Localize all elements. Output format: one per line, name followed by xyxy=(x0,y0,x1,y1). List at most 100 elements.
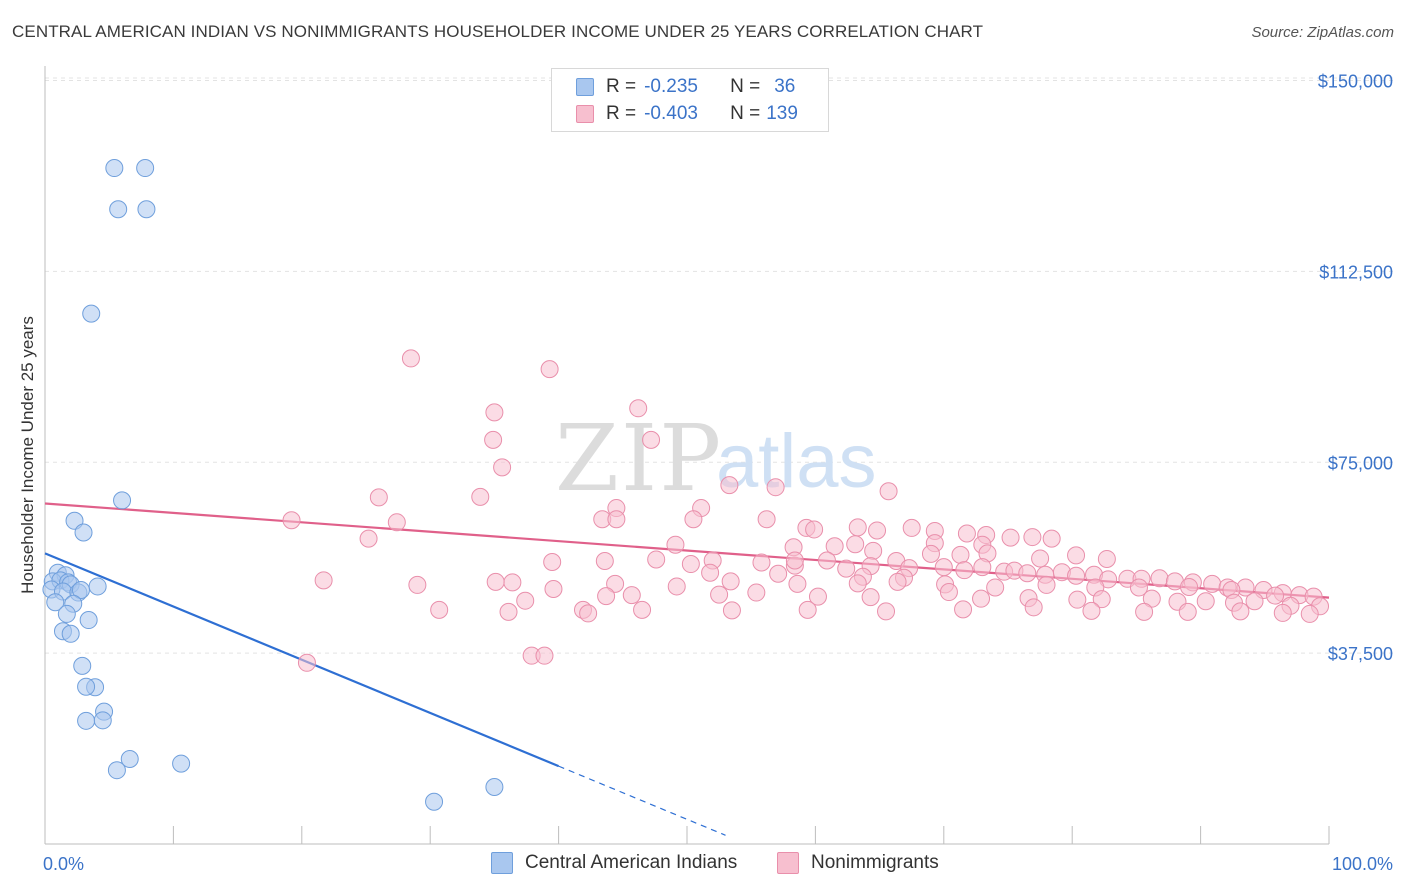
bottom-legend-label: Central American Indians xyxy=(525,852,738,873)
point-nonimmigrants xyxy=(757,510,776,529)
point-nonimmigrants xyxy=(921,544,940,563)
point-central-american-indians xyxy=(73,656,92,675)
point-nonimmigrants xyxy=(710,585,729,604)
point-nonimmigrants xyxy=(1142,589,1161,608)
y-tick-label: $37,500 xyxy=(1328,644,1393,664)
point-nonimmigrants xyxy=(1001,528,1020,547)
legend-r-value: -0.235 xyxy=(644,76,698,97)
point-nonimmigrants xyxy=(972,589,991,608)
point-nonimmigrants xyxy=(1231,602,1250,621)
point-central-american-indians xyxy=(93,711,112,730)
point-nonimmigrants xyxy=(888,572,907,591)
point-nonimmigrants xyxy=(747,583,766,602)
point-nonimmigrants xyxy=(868,521,887,540)
point-nonimmigrants xyxy=(629,399,648,418)
point-nonimmigrants xyxy=(1099,570,1118,589)
point-nonimmigrants xyxy=(485,403,504,422)
point-nonimmigrants xyxy=(1023,528,1042,547)
point-nonimmigrants xyxy=(486,572,505,591)
point-nonimmigrants xyxy=(861,588,880,607)
chart-source: Source: ZipAtlas.com xyxy=(1251,24,1394,41)
chart-title: CENTRAL AMERICAN INDIAN VS NONIMMIGRANTS… xyxy=(12,22,984,41)
point-nonimmigrants xyxy=(973,558,992,577)
point-central-american-indians xyxy=(77,711,96,730)
point-nonimmigrants xyxy=(579,604,598,623)
legend-n-label: N = xyxy=(730,76,761,97)
point-nonimmigrants xyxy=(1068,590,1087,609)
point-central-american-indians xyxy=(109,200,128,219)
point-nonimmigrants xyxy=(1067,566,1086,585)
point-central-american-indians xyxy=(172,754,191,773)
point-nonimmigrants xyxy=(1150,569,1169,588)
point-nonimmigrants xyxy=(1031,549,1050,568)
legend-r-label: R = xyxy=(606,76,637,97)
point-nonimmigrants xyxy=(430,600,449,619)
point-central-american-indians xyxy=(107,761,126,780)
point-nonimmigrants xyxy=(951,545,970,564)
point-nonimmigrants xyxy=(877,602,896,621)
point-central-american-indians xyxy=(136,159,155,178)
point-nonimmigrants xyxy=(864,541,883,560)
point-central-american-indians xyxy=(74,523,93,542)
x-tick-labels: 0.0% 100.0% xyxy=(43,854,1393,874)
point-nonimmigrants xyxy=(606,574,625,593)
point-nonimmigrants xyxy=(788,574,807,593)
y-tick-labels: $37,500 $75,000 $112,500 $150,000 xyxy=(1318,72,1393,665)
point-nonimmigrants xyxy=(769,564,788,583)
point-nonimmigrants xyxy=(595,551,614,570)
legend-r-value: -0.403 xyxy=(644,103,698,124)
y-tick-label: $150,000 xyxy=(1318,72,1393,92)
axes xyxy=(44,66,1330,845)
point-nonimmigrants xyxy=(401,349,420,368)
point-central-american-indians xyxy=(77,677,96,696)
point-nonimmigrants xyxy=(369,488,388,507)
point-central-american-indians xyxy=(425,792,444,811)
point-nonimmigrants xyxy=(642,430,661,449)
point-central-american-indians xyxy=(485,777,504,796)
point-central-american-indians xyxy=(61,624,80,643)
point-nonimmigrants xyxy=(957,524,976,543)
point-central-american-indians xyxy=(105,159,124,178)
point-nonimmigrants xyxy=(297,653,316,672)
point-nonimmigrants xyxy=(1178,602,1197,621)
point-nonimmigrants xyxy=(516,591,535,610)
point-nonimmigrants xyxy=(1203,574,1222,593)
point-nonimmigrants xyxy=(681,555,700,574)
grid-lines xyxy=(45,77,1395,654)
point-nonimmigrants xyxy=(879,482,898,501)
point-nonimmigrants xyxy=(622,586,641,605)
point-nonimmigrants xyxy=(752,553,771,572)
point-nonimmigrants xyxy=(1018,564,1037,583)
y-tick-label: $75,000 xyxy=(1328,453,1393,473)
point-nonimmigrants xyxy=(493,458,512,477)
point-nonimmigrants xyxy=(1024,598,1043,617)
point-central-american-indians xyxy=(137,200,156,219)
point-nonimmigrants xyxy=(471,487,490,506)
legend-swatch-blue xyxy=(576,78,594,96)
point-nonimmigrants xyxy=(701,563,720,582)
point-nonimmigrants xyxy=(902,518,921,537)
point-nonimmigrants xyxy=(282,511,301,530)
point-central-american-indians xyxy=(79,611,98,630)
point-nonimmigrants xyxy=(499,602,518,621)
point-nonimmigrants xyxy=(722,601,741,620)
x-tick-label: 0.0% xyxy=(43,854,84,874)
legend-swatch-pink xyxy=(576,105,594,123)
legend-swatch-pink xyxy=(777,852,799,874)
point-nonimmigrants xyxy=(955,561,974,580)
point-nonimmigrants xyxy=(808,587,827,606)
point-nonimmigrants xyxy=(544,579,563,598)
point-nonimmigrants xyxy=(986,578,1005,597)
point-central-american-indians xyxy=(46,593,65,612)
point-nonimmigrants xyxy=(1037,575,1056,594)
point-nonimmigrants xyxy=(1042,529,1061,548)
y-tick-label: $112,500 xyxy=(1319,262,1393,282)
point-nonimmigrants xyxy=(484,430,503,449)
point-nonimmigrants xyxy=(1097,549,1116,568)
point-nonimmigrants xyxy=(1273,603,1292,622)
watermark-atlas: atlas xyxy=(716,419,877,504)
point-nonimmigrants xyxy=(607,510,626,529)
point-nonimmigrants xyxy=(1245,592,1264,611)
point-nonimmigrants xyxy=(667,577,686,596)
